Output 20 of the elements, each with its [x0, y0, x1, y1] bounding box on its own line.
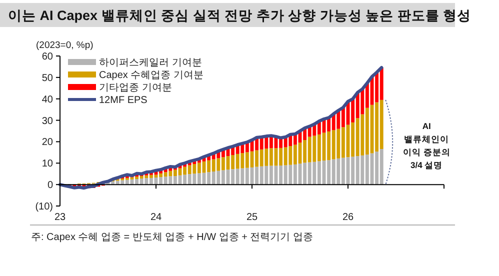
y-axis-title: (2023=0, %p) [36, 40, 94, 51]
chart-title: 이는 AI Capex 밸류체인 중심 실적 전망 추가 상향 가능성 높은 판도를 형성 [8, 8, 472, 23]
x-tick-label: 26 [342, 212, 354, 223]
legend-label: 하이퍼스케일러 기여분 [99, 58, 202, 68]
y-tick-label: 50 [42, 72, 54, 84]
x-tick-label: 24 [150, 212, 162, 223]
legend-label: 기타업종 기여분 [99, 82, 172, 94]
y-tick-label: 20 [42, 137, 54, 148]
y-tick-label: (10) [35, 202, 53, 212]
x-tick-label: 25 [246, 212, 258, 223]
text: 주: Capex 수혜 업종 = 반도체 업종 + H/W 업종 + 전력기기 업종 [31, 231, 313, 244]
legend-label: Capex 수혜업종 기여분 [99, 70, 204, 81]
legend-label: 12MF EPS [99, 95, 148, 106]
x-tick-label: 23 [54, 212, 66, 223]
annotation: AI 밸류체인이 이익 증분의 3/4 설명 [402, 120, 452, 172]
y-tick-label: 30 [42, 116, 54, 127]
y-tick-label: 40 [42, 94, 54, 106]
y-tick-label: 60 [42, 52, 54, 62]
y-tick-label: 0 [47, 180, 54, 192]
y-tick-label: 10 [42, 158, 54, 170]
